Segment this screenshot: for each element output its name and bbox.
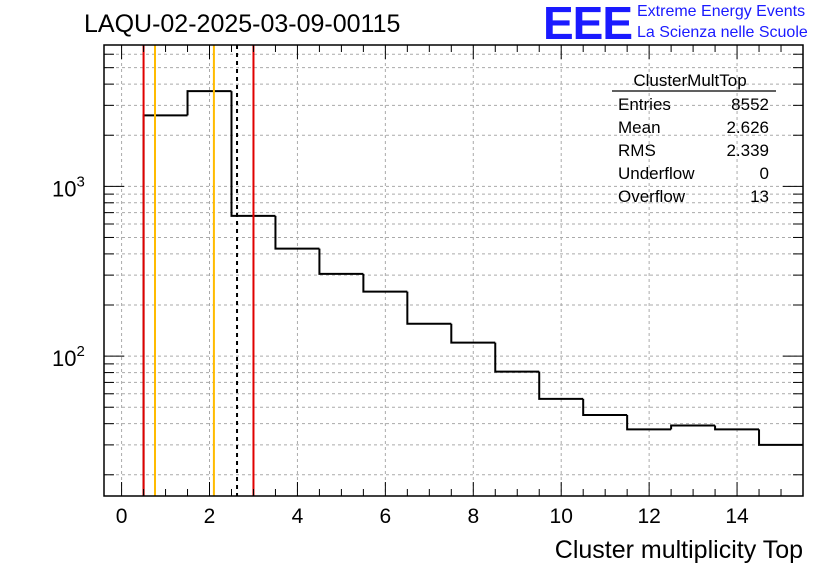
histogram-bin — [186, 90, 232, 116]
logo-tagline-1: Extreme Energy Events — [637, 3, 806, 20]
x-tick-label: 10 — [550, 505, 573, 528]
x-tick-label: 6 — [380, 505, 392, 528]
stats-label-entries: Entries — [618, 95, 671, 114]
histogram-bin — [626, 414, 672, 431]
stats-title: ClusterMultTop — [633, 71, 746, 90]
y-tick-label: 102 — [52, 343, 85, 371]
histogram-bin — [142, 114, 188, 496]
histogram-bin — [494, 342, 540, 373]
x-axis-label: Cluster multiplicity Top — [555, 536, 803, 564]
histogram-bin — [582, 398, 628, 416]
stats-value-underflow: 0 — [760, 164, 769, 183]
y-tick-exponent: 3 — [76, 173, 84, 190]
grid — [104, 45, 803, 496]
histogram-bin — [450, 323, 496, 344]
stats-label-rms: RMS — [618, 141, 656, 160]
stats-value-overflow: 13 — [750, 187, 769, 206]
y-tick-label: 103 — [52, 173, 85, 201]
stats-label-overflow: Overflow — [618, 187, 686, 206]
stats-label-underflow: Underflow — [618, 164, 695, 183]
x-tick-label: 4 — [292, 505, 304, 528]
x-tick-label: 2 — [204, 505, 216, 528]
histogram-bin — [406, 291, 452, 325]
run-title: LAQU-02-2025-03-09-00115 — [84, 10, 401, 38]
axes: 0 2 4 6 8 10 12 14 102 103 — [52, 44, 804, 528]
x-tick-label: 14 — [725, 505, 749, 528]
histogram-bin — [318, 248, 364, 275]
plot-frame — [103, 44, 804, 497]
histogram-bin — [362, 273, 408, 293]
stats-box: ClusterMultTop Entries 8552 Mean 2.626 R… — [612, 71, 776, 206]
histogram-bin — [538, 371, 584, 400]
stats-value-mean: 2.626 — [726, 118, 769, 137]
x-tick-label: 8 — [467, 505, 479, 528]
stats-value-entries: 8552 — [731, 95, 769, 114]
histogram-bin — [230, 91, 276, 217]
x-tick-label: 12 — [637, 505, 660, 528]
histogram-bin — [274, 215, 320, 250]
logo-tagline-2: La Scienza nelle Scuole — [637, 24, 808, 41]
eee-logo: EEE — [543, 0, 633, 49]
histogram-bin — [670, 424, 716, 430]
marker-lines — [142, 45, 255, 496]
stats-label-mean: Mean — [618, 118, 661, 137]
stats-value-rms: 2.339 — [726, 141, 769, 160]
x-tick-label: 0 — [116, 505, 128, 528]
y-tick-exponent: 2 — [76, 343, 84, 360]
histogram-bin — [714, 425, 760, 431]
histogram-bin — [758, 429, 803, 446]
